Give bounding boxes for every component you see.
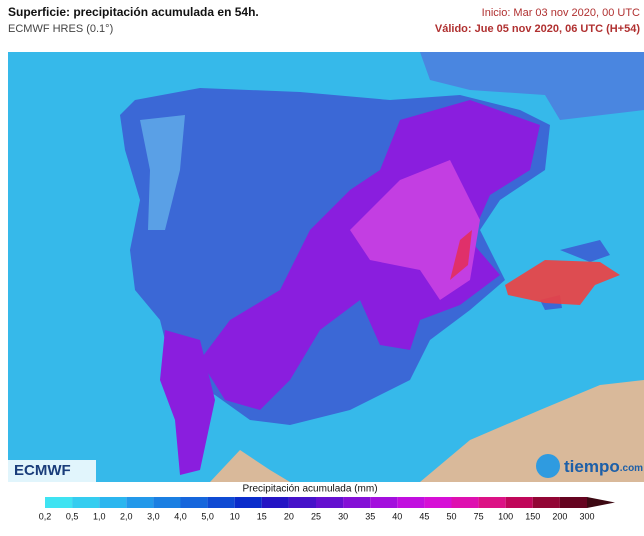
model: ECMWF HRES (0.1°) (8, 23, 113, 35)
tiempo-icon (536, 454, 560, 478)
ecmwf-logo: ECMWF (14, 462, 71, 479)
legend-label: 100 (498, 511, 513, 521)
legend-label: 30 (338, 511, 348, 521)
legend-swatch (288, 497, 316, 508)
legend-label: 45 (419, 511, 429, 521)
legend-label: 15 (257, 511, 267, 521)
highlight-arrow (505, 260, 620, 305)
legend-label: 3,0 (147, 511, 160, 521)
france (420, 52, 644, 120)
tiempo-logo: tiempo.com (564, 457, 643, 476)
legend-swatch (532, 497, 560, 508)
legend-swatch (207, 497, 235, 508)
legend-label: 20 (284, 511, 294, 521)
legend-swatch (72, 497, 100, 508)
legend-title: Precipitación acumulada (mm) (242, 484, 377, 495)
legend-arrow (587, 497, 615, 508)
legend-label: 2,0 (120, 511, 133, 521)
legend-swatch (316, 497, 344, 508)
legend-label: 300 (579, 511, 594, 521)
legend-swatch (343, 497, 371, 508)
legend-label: 200 (552, 511, 567, 521)
legend-swatch (397, 497, 425, 508)
legend-label: 35 (365, 511, 375, 521)
legend-label: 4,0 (174, 511, 187, 521)
portugal-north (140, 115, 185, 230)
legend-swatch (180, 497, 208, 508)
valid-time: Válido: Jue 05 nov 2020, 06 UTC (H+54) (435, 23, 640, 35)
ecmwf-logo-bg (8, 460, 96, 482)
legend-swatch (370, 497, 398, 508)
legend-label: 75 (474, 511, 484, 521)
legend-label: 50 (446, 511, 456, 521)
legend-swatch (153, 497, 181, 508)
legend-label: 1,0 (93, 511, 106, 521)
balearics (540, 240, 610, 310)
legend-swatch (505, 497, 533, 508)
legend-label: 25 (311, 511, 321, 521)
legend-swatch (478, 497, 506, 508)
legend-swatch (99, 497, 127, 508)
map: ECMWF tiempo.com (8, 52, 644, 482)
legend-swatch (559, 497, 587, 508)
legend-swatch (234, 497, 262, 508)
legend: Precipitación acumulada (mm) 0,2 0,5 1,0 2,… (39, 484, 615, 521)
rain-heavy (350, 160, 480, 300)
morocco (210, 450, 290, 482)
legend-label: 0,2 (39, 511, 52, 521)
legend-label: 150 (525, 511, 540, 521)
legend-swatch (451, 497, 479, 508)
legend-label: 10 (230, 511, 240, 521)
legend-swatch (45, 497, 73, 508)
legend-label: 40 (392, 511, 402, 521)
legend-swatch (126, 497, 154, 508)
title: Superficie: precipitación acumulada en 5… (8, 5, 259, 19)
legend-label: 0,5 (66, 511, 79, 521)
legend-label: 5,0 (201, 511, 214, 521)
start-time: Inicio: Mar 03 nov 2020, 00 UTC (482, 7, 640, 19)
africa (420, 380, 644, 482)
rain-southwest (160, 330, 215, 475)
legend-swatch (424, 497, 452, 508)
legend-swatch (261, 497, 289, 508)
rain-peak (450, 230, 472, 280)
